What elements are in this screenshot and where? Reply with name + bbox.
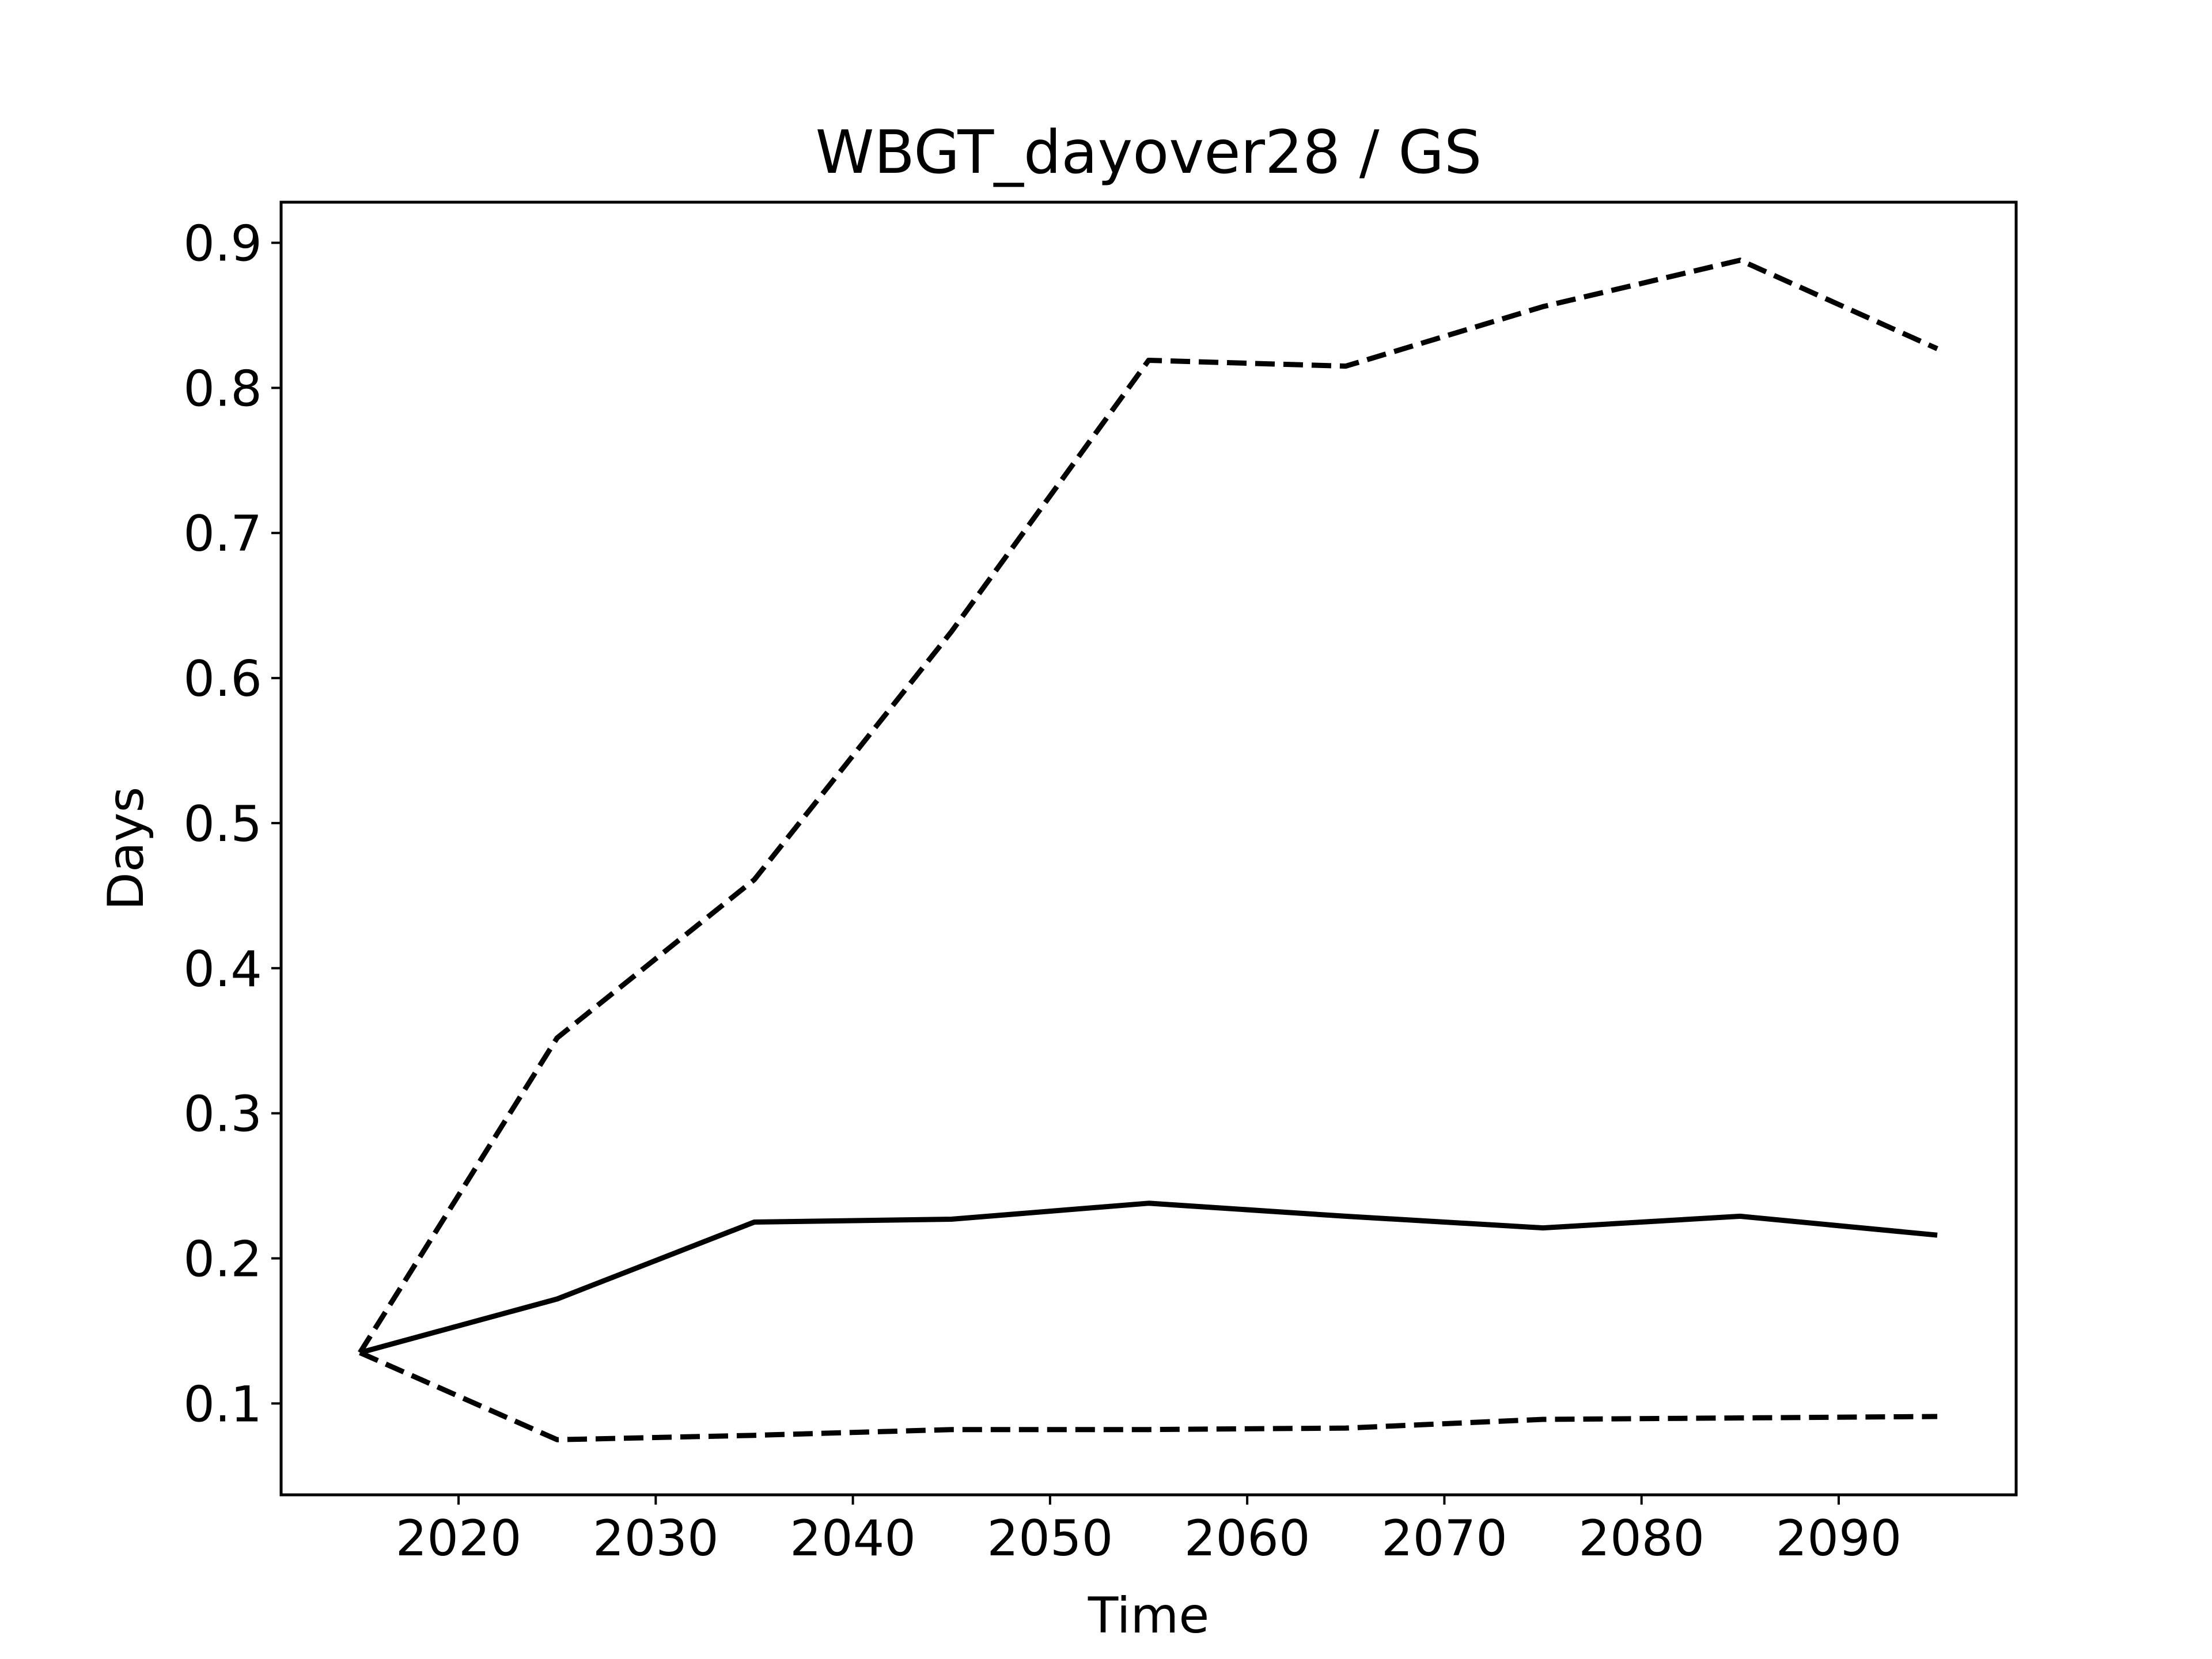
x-tick-label: 2040 bbox=[790, 1510, 916, 1567]
y-axis-title: Days bbox=[97, 787, 155, 911]
series-layer bbox=[358, 257, 1938, 1442]
x-tick-label: 2030 bbox=[593, 1510, 719, 1567]
x-tick-label: 2060 bbox=[1184, 1510, 1310, 1567]
y-tick-label: 0.8 bbox=[183, 360, 262, 418]
dashed-series-line-2 bbox=[359, 1350, 1938, 1442]
y-tick-label: 0.9 bbox=[183, 215, 262, 273]
x-tick-label: 2070 bbox=[1381, 1510, 1508, 1567]
plot-frame bbox=[279, 200, 2018, 1497]
x-tick-label: 2050 bbox=[987, 1510, 1113, 1567]
y-tick-label: 0.3 bbox=[183, 1086, 262, 1143]
dashed-series-line-1 bbox=[358, 257, 1938, 1354]
x-tick-label: 2020 bbox=[396, 1510, 522, 1567]
y-tick-label: 0.1 bbox=[183, 1376, 262, 1433]
x-axis-ticks: 2020 2030 2040 2050 2060 2070 2080 2090 bbox=[396, 1495, 1902, 1567]
y-axis-ticks: 0.1 0.2 0.3 0.4 0.5 0.6 0.7 0.8 0.9 bbox=[183, 215, 281, 1433]
y-tick-label: 0.5 bbox=[183, 796, 262, 853]
x-tick-label: 2080 bbox=[1578, 1510, 1705, 1567]
y-tick-label: 0.6 bbox=[183, 650, 262, 708]
solid-series-line-0 bbox=[359, 1200, 1938, 1355]
x-axis-title: Time bbox=[1088, 1587, 1209, 1645]
chart-title: WBGT_dayover28 / GS bbox=[816, 118, 1482, 187]
x-tick-label: 2090 bbox=[1776, 1510, 1902, 1567]
y-tick-label: 0.7 bbox=[183, 505, 262, 563]
y-tick-label: 0.2 bbox=[183, 1230, 262, 1288]
y-tick-label: 0.4 bbox=[183, 941, 262, 998]
